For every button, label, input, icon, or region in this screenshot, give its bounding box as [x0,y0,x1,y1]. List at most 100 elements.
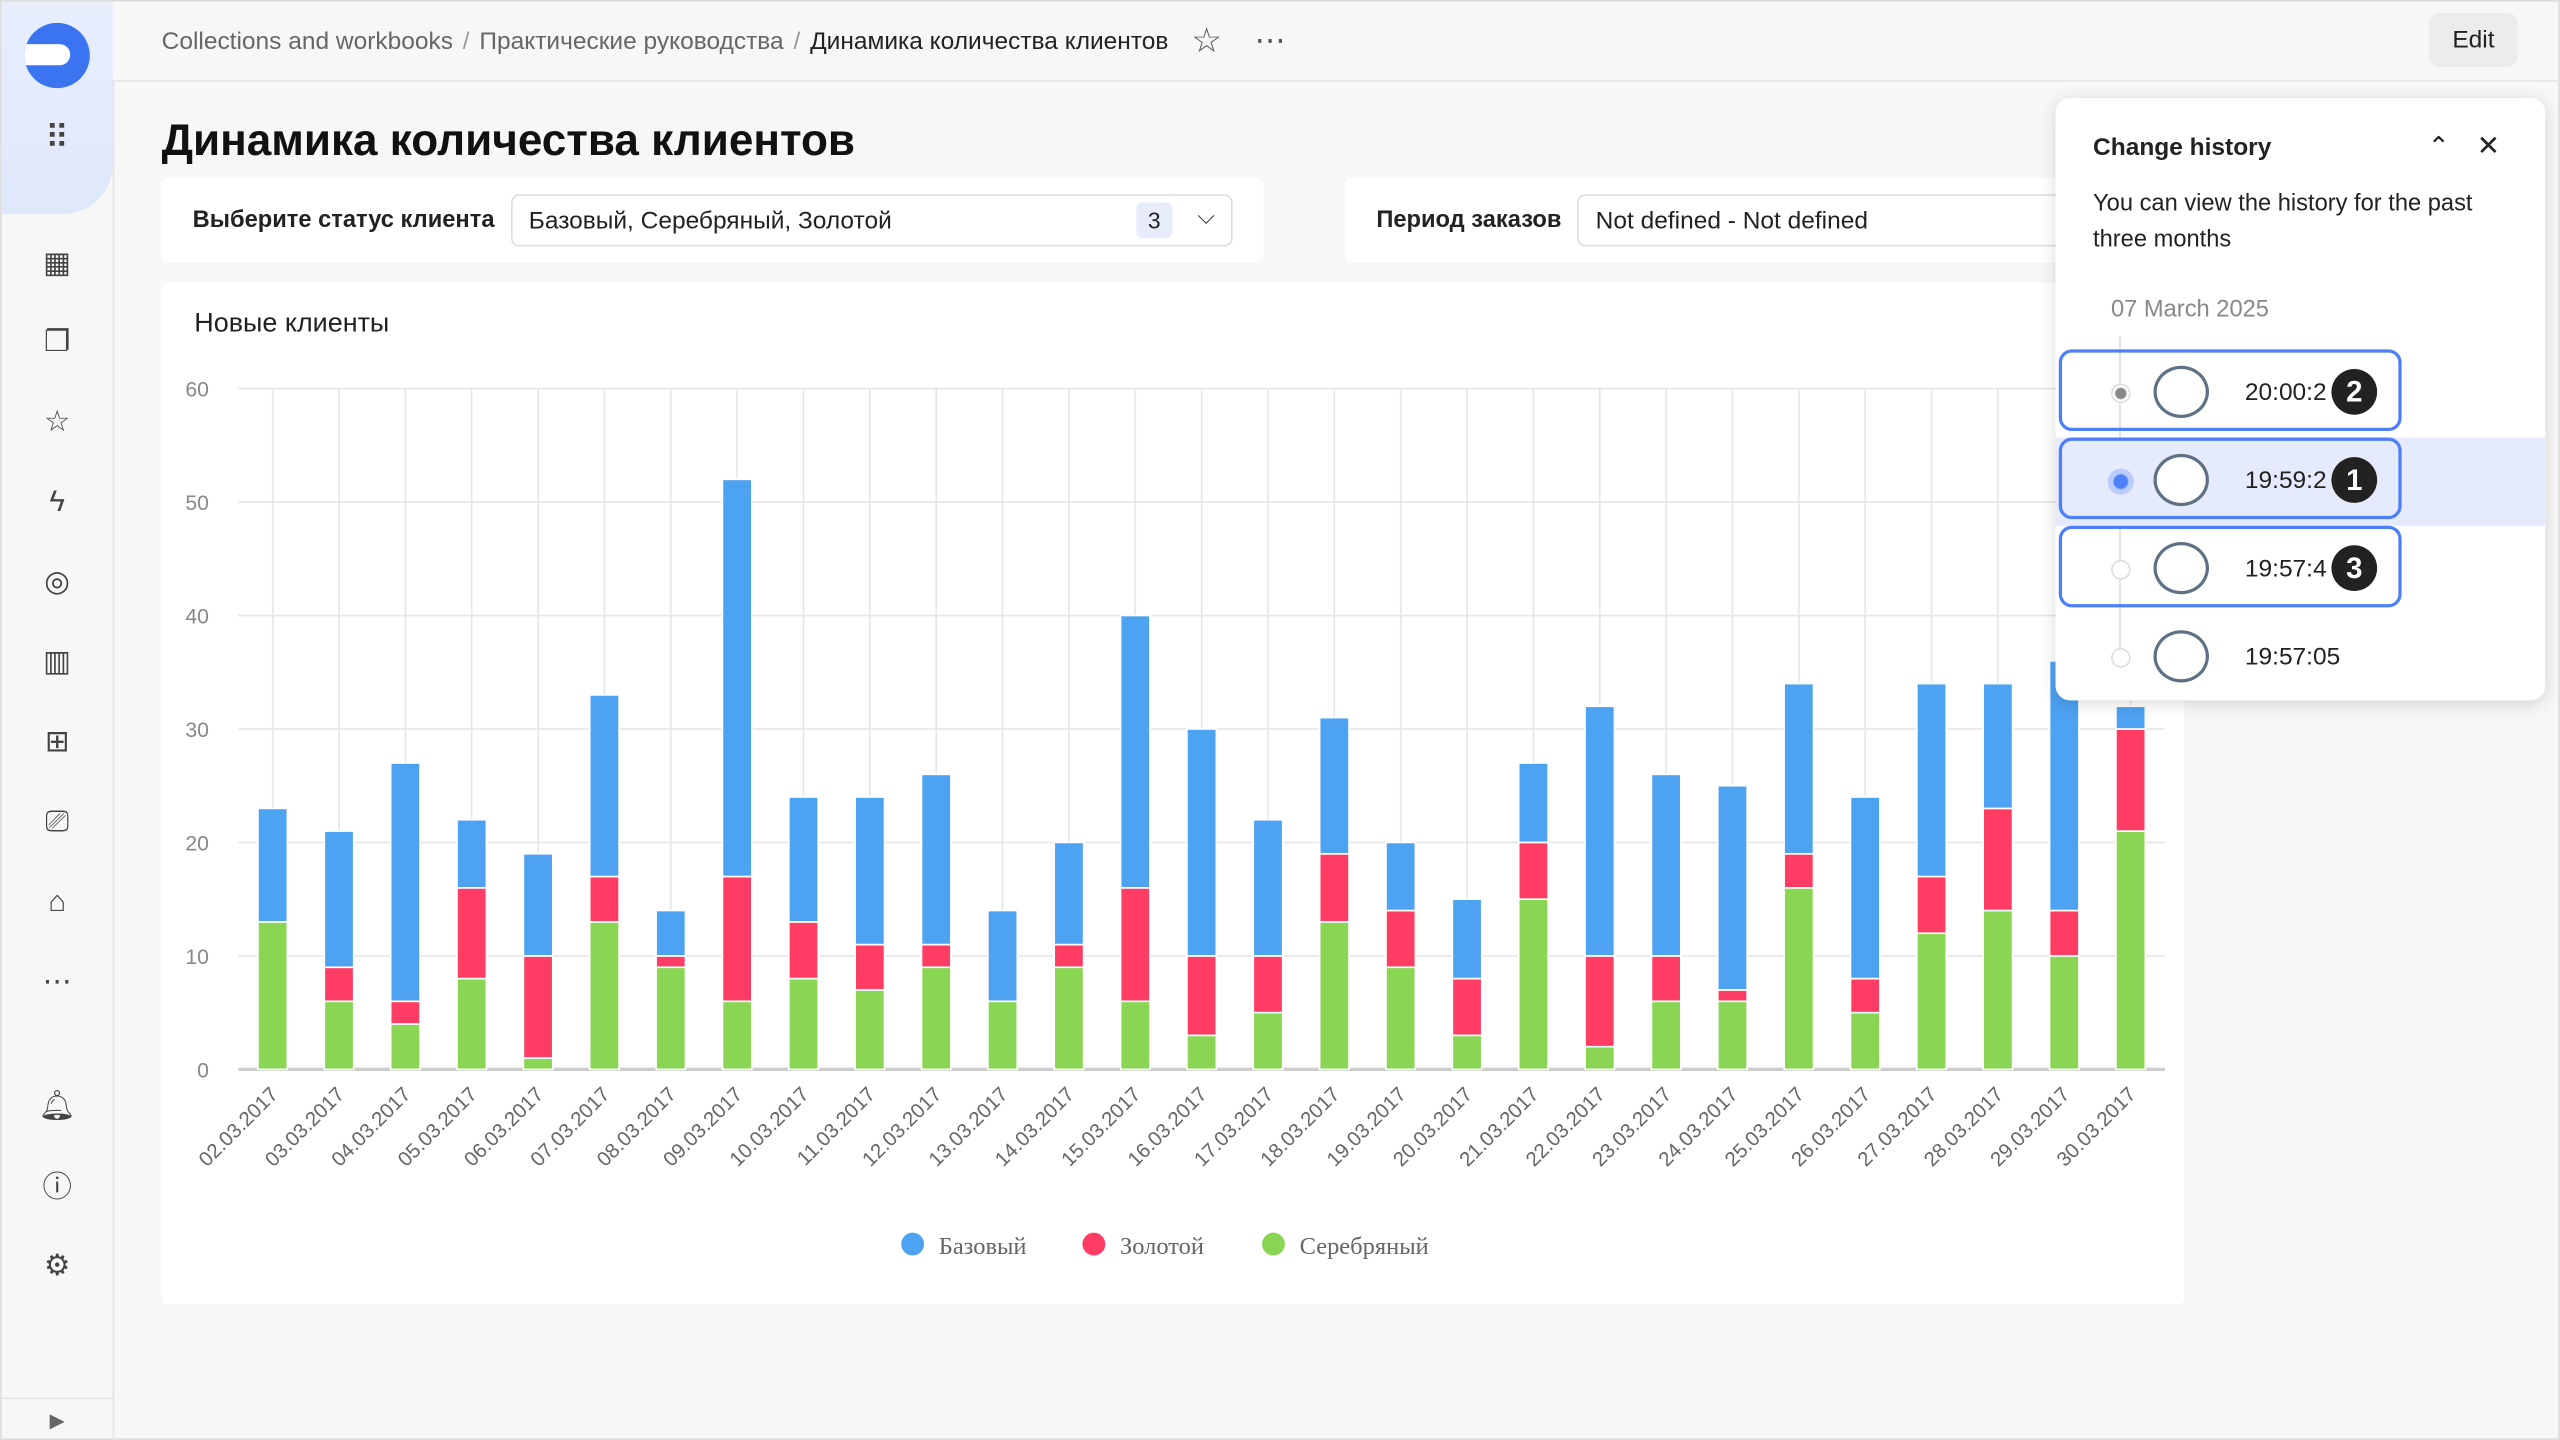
bar-segment-Базовый[interactable] [2115,705,2147,730]
bar-segment-Базовый[interactable] [1783,682,1815,855]
lightning-icon[interactable]: ϟ [49,484,65,517]
legend-item[interactable]: Золотой [1120,1233,1204,1260]
history-entry[interactable]: 20:00:2 2 [2056,349,2546,437]
bar-segment-Золотой[interactable] [1517,841,1549,900]
bar-segment-Золотой[interactable] [1982,807,2014,912]
apps-grid-icon[interactable]: ⠿ [45,119,70,156]
favorites-star-icon[interactable]: ☆ [43,404,71,437]
bar-segment-Золотой[interactable] [1186,955,1218,1037]
bar-segment-Золотой[interactable] [1716,989,1748,1003]
bar-segment-Золотой[interactable] [323,966,355,1003]
bar-segment-Золотой[interactable] [1119,887,1151,1003]
history-entry[interactable]: 19:57:05 [2056,614,2546,702]
bar-segment-Золотой[interactable] [721,875,753,1003]
bar-segment-Серебряный[interactable] [588,921,620,1071]
bar-segment-Серебряный[interactable] [1186,1034,1218,1071]
logo-icon[interactable] [24,22,90,89]
bar-segment-Базовый[interactable] [854,796,886,946]
history-entry[interactable]: 19:59:2 1 [2055,437,2546,526]
bar-segment-Базовый[interactable] [1584,705,1616,957]
bar-segment-Серебряный[interactable] [1650,1000,1682,1071]
bar-segment-Базовый[interactable] [1053,841,1085,946]
bar-segment-Золотой[interactable] [522,955,554,1059]
bar-segment-Базовый[interactable] [1451,898,1483,980]
bar-segment-Базовый[interactable] [655,909,687,957]
bar-segment-Серебряный[interactable] [721,1000,753,1071]
bar-segment-Базовый[interactable] [787,796,820,923]
bar-segment-Серебряный[interactable] [1451,1034,1483,1071]
bar-segment-Базовый[interactable] [2048,660,2080,912]
status-select[interactable]: Базовый, Серебряный, Золотой 3 ⌵ [510,194,1233,247]
bar-segment-Базовый[interactable] [323,830,355,969]
settings-gear-icon[interactable]: ⚙ [43,1248,71,1281]
bar-segment-Серебряный[interactable] [1119,1000,1151,1071]
bar-segment-Серебряный[interactable] [1783,887,1815,1071]
bar-segment-Базовый[interactable] [1982,682,2014,810]
bar-segment-Серебряный[interactable] [2115,830,2147,1071]
bar-segment-Золотой[interactable] [1849,977,1881,1014]
collapse-icon[interactable]: ⌃ [2427,133,2450,162]
bar-segment-Золотой[interactable] [1650,955,1682,1003]
bar-segment-Золотой[interactable] [1252,955,1284,1014]
bar-segment-Серебряный[interactable] [920,966,952,1071]
bar-segment-Базовый[interactable] [721,478,753,878]
bar-segment-Золотой[interactable] [920,943,952,969]
folder-icon[interactable]: ⌂ [48,884,67,917]
bar-segment-Серебряный[interactable] [1849,1011,1881,1071]
bar-segment-Базовый[interactable] [522,852,554,957]
connections-icon[interactable]: ◎ [44,564,70,597]
bar-segment-Базовый[interactable] [1650,773,1682,957]
breadcrumb-collections[interactable]: Collections and workbooks [161,26,453,55]
bar-segment-Серебряный[interactable] [456,977,488,1071]
bar-segment-Золотой[interactable] [1783,852,1815,889]
bar-segment-Серебряный[interactable] [1517,898,1549,1071]
bar-segment-Золотой[interactable] [787,921,820,980]
bell-icon[interactable]: 🔔︎ [38,1088,76,1121]
bar-segment-Базовый[interactable] [1716,784,1748,991]
bar-segment-Базовый[interactable] [1849,796,1881,980]
datasets-icon[interactable]: ⊞ [44,724,70,757]
bar-segment-Золотой[interactable] [2115,728,2147,832]
bar-segment-Золотой[interactable] [588,875,620,923]
close-icon[interactable]: ✕ [2476,130,2500,162]
bar-segment-Золотой[interactable] [1584,955,1616,1048]
bar-segment-Золотой[interactable] [655,955,687,969]
bar-segment-Серебряный[interactable] [1584,1045,1616,1071]
bar-segment-Золотой[interactable] [389,1000,421,1025]
charts-icon[interactable]: ▥ [43,644,72,677]
bar-segment-Серебряный[interactable] [854,989,886,1071]
bar-segment-Базовый[interactable] [389,762,421,1003]
bar-segment-Базовый[interactable] [1916,682,1948,878]
bar-segment-Золотой[interactable] [456,887,488,980]
legend-item[interactable]: Базовый [939,1233,1027,1260]
bar-segment-Базовый[interactable] [987,909,1019,1003]
bar-segment-Золотой[interactable] [2048,909,2080,957]
dashboard-icon[interactable]: ▦ [43,245,72,279]
bar-segment-Серебряный[interactable] [257,921,289,1071]
bar-segment-Базовый[interactable] [920,773,952,946]
bar-segment-Базовый[interactable] [588,694,620,878]
bar-segment-Золотой[interactable] [1451,977,1483,1037]
breadcrumb-folder[interactable]: Практические руководства [479,26,784,55]
bar-segment-Серебряный[interactable] [389,1023,421,1071]
bar-segment-Золотой[interactable] [1385,909,1417,969]
bar-segment-Серебряный[interactable] [1053,966,1085,1071]
bar-segment-Базовый[interactable] [1252,818,1284,957]
bar-segment-Базовый[interactable] [1385,841,1417,912]
period-input[interactable]: Not defined - Not defined [1577,194,2066,247]
bar-segment-Базовый[interactable] [1119,614,1151,889]
legend-item[interactable]: Серебряный [1300,1233,1429,1260]
bar-segment-Серебряный[interactable] [655,966,687,1071]
bar-segment-Золотой[interactable] [1916,875,1948,935]
bar-segment-Золотой[interactable] [1318,852,1350,923]
bar-segment-Базовый[interactable] [1318,716,1350,855]
monitor-icon[interactable]: ⎚ [45,804,69,837]
bar-segment-Базовый[interactable] [1186,728,1218,957]
bar-segment-Серебряный[interactable] [1716,1000,1748,1071]
history-entry[interactable]: 19:57:4 3 [2056,525,2546,614]
bar-segment-Серебряный[interactable] [987,1000,1019,1071]
favorite-star-icon[interactable]: ☆ [1191,22,1223,60]
bar-segment-Серебряный[interactable] [1982,909,2014,1071]
bar-segment-Базовый[interactable] [257,807,289,923]
bar-segment-Серебряный[interactable] [1318,921,1350,1071]
